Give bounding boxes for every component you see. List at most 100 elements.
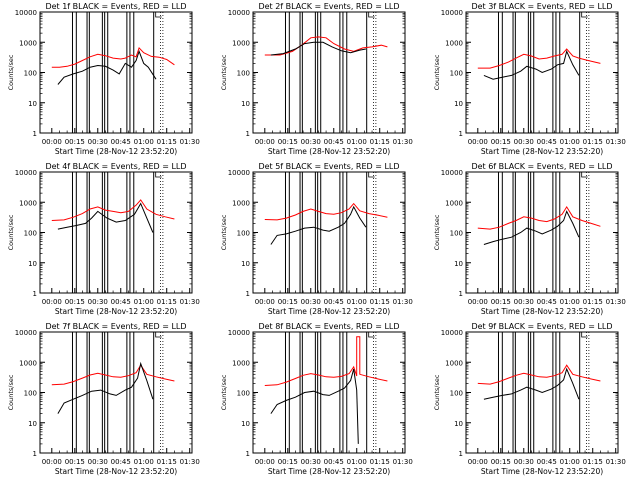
x-tick-label: 01:00 bbox=[134, 298, 154, 306]
x-tick-label: 00:45 bbox=[537, 138, 557, 146]
events-series-line bbox=[57, 361, 154, 414]
x-tick-label: 00:30 bbox=[301, 458, 321, 466]
x-tick-label: 00:30 bbox=[88, 458, 108, 466]
lld-series-line bbox=[264, 202, 388, 221]
x-tick-label: 00:45 bbox=[324, 298, 344, 306]
x-tick-label: 01:30 bbox=[393, 298, 413, 306]
chart-title: Det 2f BLACK = Events, RED = LLD bbox=[258, 2, 399, 11]
detector-panel-8: Det 8f BLACK = Events, RED = LLD 1 10 100 10… bbox=[220, 322, 413, 476]
y-tick-label: 10 bbox=[454, 260, 463, 268]
corner-mark bbox=[581, 332, 588, 338]
x-axis-label: Start Time (28-Nov-12 23:52:20) bbox=[268, 147, 390, 156]
x-tick-label: 00:30 bbox=[88, 298, 108, 306]
y-tick-label: 100 bbox=[24, 70, 37, 78]
lld-series-line bbox=[51, 364, 175, 386]
x-tick-label: 01:00 bbox=[347, 458, 367, 466]
x-tick-label: 00:45 bbox=[324, 138, 344, 146]
x-tick-label: 01:00 bbox=[134, 138, 154, 146]
x-tick-label: 01:00 bbox=[560, 138, 580, 146]
x-tick-label: 00:30 bbox=[301, 298, 321, 306]
x-tick-label: 00:00 bbox=[255, 138, 275, 146]
y-axis-label: Counts/sec bbox=[7, 374, 15, 410]
x-tick-label: 01:00 bbox=[560, 458, 580, 466]
x-tick-label: 01:30 bbox=[606, 298, 626, 306]
y-tick-label: 1 bbox=[246, 290, 250, 298]
x-tick-label: 00:15 bbox=[65, 458, 85, 466]
y-tick-label: 10000 bbox=[15, 329, 37, 337]
y-tick-label: 1 bbox=[459, 130, 463, 138]
x-tick-label: 01:00 bbox=[347, 298, 367, 306]
y-axis-label: Counts/sec bbox=[220, 54, 228, 90]
lld-series-line bbox=[264, 36, 388, 56]
x-tick-label: 00:45 bbox=[324, 458, 344, 466]
x-tick-label: 00:00 bbox=[468, 458, 488, 466]
x-tick-label: 01:15 bbox=[370, 458, 390, 466]
x-tick-label: 01:15 bbox=[583, 298, 603, 306]
detector-panel-5: Det 5f BLACK = Events, RED = LLD 1 10 100 10… bbox=[220, 162, 413, 316]
y-tick-label: 100 bbox=[24, 230, 37, 238]
x-tick-label: 01:15 bbox=[157, 458, 177, 466]
plot-frame bbox=[252, 331, 406, 454]
x-tick-label: 00:15 bbox=[65, 138, 85, 146]
x-tick-label: 00:15 bbox=[278, 298, 298, 306]
y-tick-label: 1000 bbox=[445, 359, 463, 367]
x-tick-label: 00:15 bbox=[491, 138, 511, 146]
detector-panel-6: Det 6f BLACK = Events, RED = LLD 1 10 100 10… bbox=[433, 162, 626, 316]
y-tick-label: 10 bbox=[28, 420, 37, 428]
chart-title: Det 4f BLACK = Events, RED = LLD bbox=[45, 162, 186, 171]
corner-mark bbox=[368, 12, 375, 18]
y-tick-label: 1000 bbox=[232, 199, 250, 207]
chart-title: Det 1f BLACK = Events, RED = LLD bbox=[45, 2, 186, 11]
x-tick-label: 00:45 bbox=[537, 298, 557, 306]
y-tick-label: 100 bbox=[237, 230, 250, 238]
y-tick-label: 10000 bbox=[228, 329, 250, 337]
x-axis-label: Start Time (28-Nov-12 23:52:20) bbox=[481, 307, 603, 316]
plot-frame bbox=[465, 171, 619, 294]
corner-mark bbox=[155, 172, 162, 178]
x-tick-label: 01:30 bbox=[180, 298, 200, 306]
y-tick-label: 10000 bbox=[228, 9, 250, 17]
y-tick-label: 10 bbox=[454, 100, 463, 108]
events-series-line bbox=[483, 367, 580, 400]
x-axis-label: Start Time (28-Nov-12 23:52:20) bbox=[55, 467, 177, 476]
y-axis-label: Counts/sec bbox=[433, 54, 441, 90]
x-tick-label: 00:00 bbox=[255, 458, 275, 466]
corner-mark bbox=[155, 332, 162, 338]
y-tick-label: 1000 bbox=[445, 39, 463, 47]
y-axis-label: Counts/sec bbox=[7, 54, 15, 90]
x-tick-label: 00:30 bbox=[514, 458, 534, 466]
plot-frame bbox=[39, 171, 193, 294]
detector-panel-3: Det 3f BLACK = Events, RED = LLD 1 10 100 10… bbox=[433, 2, 626, 156]
y-tick-label: 1 bbox=[33, 130, 37, 138]
x-tick-label: 00:30 bbox=[88, 138, 108, 146]
y-tick-label: 1 bbox=[33, 450, 37, 458]
y-tick-label: 1000 bbox=[19, 199, 37, 207]
x-tick-label: 01:15 bbox=[157, 298, 177, 306]
x-tick-label: 01:30 bbox=[393, 138, 413, 146]
lld-series-line bbox=[264, 336, 388, 386]
events-series-line bbox=[57, 49, 157, 85]
x-tick-label: 01:30 bbox=[606, 138, 626, 146]
y-tick-label: 10 bbox=[28, 260, 37, 268]
events-series-line bbox=[57, 202, 154, 233]
chart-title: Det 5f BLACK = Events, RED = LLD bbox=[258, 162, 399, 171]
x-tick-label: 00:30 bbox=[301, 138, 321, 146]
y-tick-label: 10000 bbox=[15, 169, 37, 177]
events-series-line bbox=[270, 41, 366, 56]
y-axis-label: Counts/sec bbox=[220, 214, 228, 250]
y-tick-label: 1000 bbox=[445, 199, 463, 207]
y-tick-label: 10000 bbox=[441, 9, 463, 17]
y-tick-label: 10000 bbox=[441, 169, 463, 177]
events-series-line bbox=[270, 368, 359, 444]
chart-title: Det 7f BLACK = Events, RED = LLD bbox=[45, 322, 186, 331]
y-tick-label: 10 bbox=[241, 100, 250, 108]
x-tick-label: 00:15 bbox=[278, 138, 298, 146]
x-axis-label: Start Time (28-Nov-12 23:52:20) bbox=[268, 467, 390, 476]
detector-panel-9: Det 9f BLACK = Events, RED = LLD 1 10 100 10… bbox=[433, 322, 626, 476]
x-tick-label: 01:00 bbox=[134, 458, 154, 466]
y-axis-label: Counts/sec bbox=[7, 214, 15, 250]
x-tick-label: 00:45 bbox=[111, 138, 131, 146]
x-tick-label: 00:45 bbox=[537, 458, 557, 466]
y-tick-label: 10 bbox=[454, 420, 463, 428]
